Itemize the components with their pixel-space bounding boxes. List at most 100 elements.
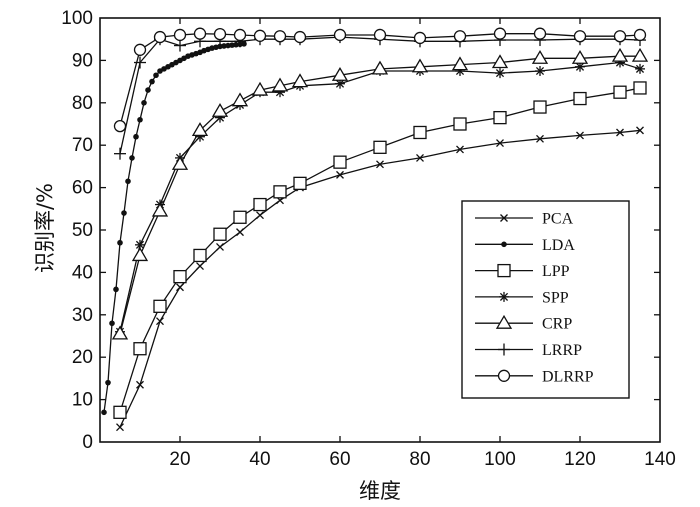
series-pca-point: [416, 153, 424, 162]
series-lpp-point: [453, 117, 467, 131]
series-lpp-point: [633, 81, 647, 95]
legend-lda-marker: [501, 241, 507, 248]
series-spp-point-stroke: [575, 62, 585, 71]
series-lda-point: [101, 409, 107, 416]
series-crp-point: [291, 73, 309, 88]
series-pca-point-stroke: [636, 126, 644, 135]
series-spp-point: [495, 68, 505, 79]
series-dlrrp-point: [273, 30, 287, 43]
series-crp-point: [451, 56, 469, 71]
series-lpp-point: [253, 197, 267, 212]
series-dlrrp-point: [293, 30, 307, 44]
series-dlrrp-point: [493, 27, 507, 40]
series-lpp-point: [613, 85, 627, 99]
series-spp-point: [635, 63, 645, 74]
series-lda-point: [121, 210, 127, 216]
series-pca-point-stroke: [236, 228, 244, 237]
series-lda-point: [145, 87, 151, 93]
y-axis-label: 识别率/%: [33, 183, 57, 273]
series-lpp-point: [233, 210, 247, 224]
series-dlrrp-point: [173, 28, 187, 42]
series-lda-point: [117, 239, 123, 246]
y-axis: 0 10 20 30 40 50 60 70 80 90 100: [61, 8, 660, 453]
x-tick-label: 120: [564, 449, 596, 470]
series-pca-point: [116, 423, 124, 432]
series-pca-point: [176, 283, 184, 292]
series-spp-point-stroke: [635, 64, 645, 73]
series-lpp-point: [573, 91, 587, 106]
series-lda-point: [125, 178, 131, 185]
series-pca-point-stroke: [156, 317, 164, 326]
legend-entry-crp: CRP: [475, 314, 572, 333]
series-pca-point: [376, 160, 384, 169]
x-axis-label: 维度: [359, 479, 401, 503]
series-pca-point-stroke: [376, 160, 384, 169]
series-lda-point: [241, 41, 247, 47]
series-pca-point: [236, 228, 244, 237]
legend-crp-marker: [495, 314, 513, 329]
series-pca-point: [576, 131, 584, 140]
legend-lrrp-marker: [498, 343, 510, 356]
series-crp-point: [191, 122, 209, 137]
series-lpp: [113, 81, 647, 419]
series-lpp-point: [493, 110, 507, 125]
series-lrrp-point: [114, 147, 126, 160]
series-lda-point: [105, 379, 111, 386]
series-crp-point: [231, 92, 249, 107]
x-tick-label: 80: [409, 449, 430, 470]
y-tick-label: 70: [72, 135, 93, 156]
legend-entry-dlrrp: DLRRP: [475, 368, 594, 385]
x-tick-label: 20: [169, 449, 190, 470]
series-lda-point: [141, 100, 147, 106]
y-tick-label: 90: [72, 50, 93, 71]
series-lpp-point: [193, 248, 207, 263]
series-pca-point: [196, 262, 204, 270]
series-dlrrp-point: [193, 27, 207, 40]
legend-crp-label: CRP: [542, 316, 572, 333]
series-pca-point-stroke: [176, 283, 184, 292]
series-pca-point: [616, 128, 624, 137]
series-dlrrp-point: [613, 30, 627, 43]
legend-lrrp-label: LRRP: [542, 342, 582, 359]
series-crp-point: [131, 247, 149, 262]
series-pca-point-stroke: [216, 243, 224, 251]
y-tick-label: 40: [72, 262, 93, 283]
series-dlrrp-point: [233, 28, 247, 42]
series-lda-point: [149, 78, 155, 85]
series-dlrrp: [113, 27, 647, 133]
series-lpp-point: [153, 299, 167, 313]
legend-spp-label: SPP: [542, 289, 569, 306]
series-crp: [111, 47, 649, 340]
series-dlrrp-point: [153, 30, 167, 44]
series-pca-point: [496, 139, 504, 148]
series-lpp-point: [173, 269, 187, 284]
legend-entry-lpp: LPP: [475, 263, 570, 280]
legend-entry-pca: PCA: [475, 211, 574, 228]
series-pca-point-stroke: [256, 211, 264, 220]
series-pca-point: [456, 145, 464, 154]
series-crp-point: [491, 54, 509, 69]
series-spp-point: [535, 66, 545, 76]
series-spp-point-stroke: [135, 240, 145, 249]
legend-dlrrp-marker: [497, 369, 511, 382]
legend-lda-label: LDA: [542, 237, 575, 254]
series-lpp-point: [213, 227, 227, 241]
series-lpp-point: [113, 405, 127, 419]
series-pca-point: [636, 126, 644, 135]
series-lpp-point: [333, 155, 347, 169]
series-lda: [101, 41, 247, 416]
series-dlrrp-point: [633, 28, 647, 42]
series-pca-point-stroke: [616, 128, 624, 137]
y-tick-label: 100: [61, 8, 93, 29]
x-tick-label: 140: [644, 449, 676, 470]
series-dlrrp-point: [253, 29, 267, 42]
series-crp-point: [211, 102, 229, 117]
y-tick-label: 30: [72, 305, 93, 326]
series-lpp-point: [273, 185, 287, 199]
series-crp-point: [631, 47, 649, 62]
x-tick-label: 60: [329, 449, 350, 470]
series-crp-point: [411, 58, 429, 73]
x-axis: 20 40 60 80 100 120 140: [169, 18, 676, 470]
series-pca-point: [216, 243, 224, 251]
